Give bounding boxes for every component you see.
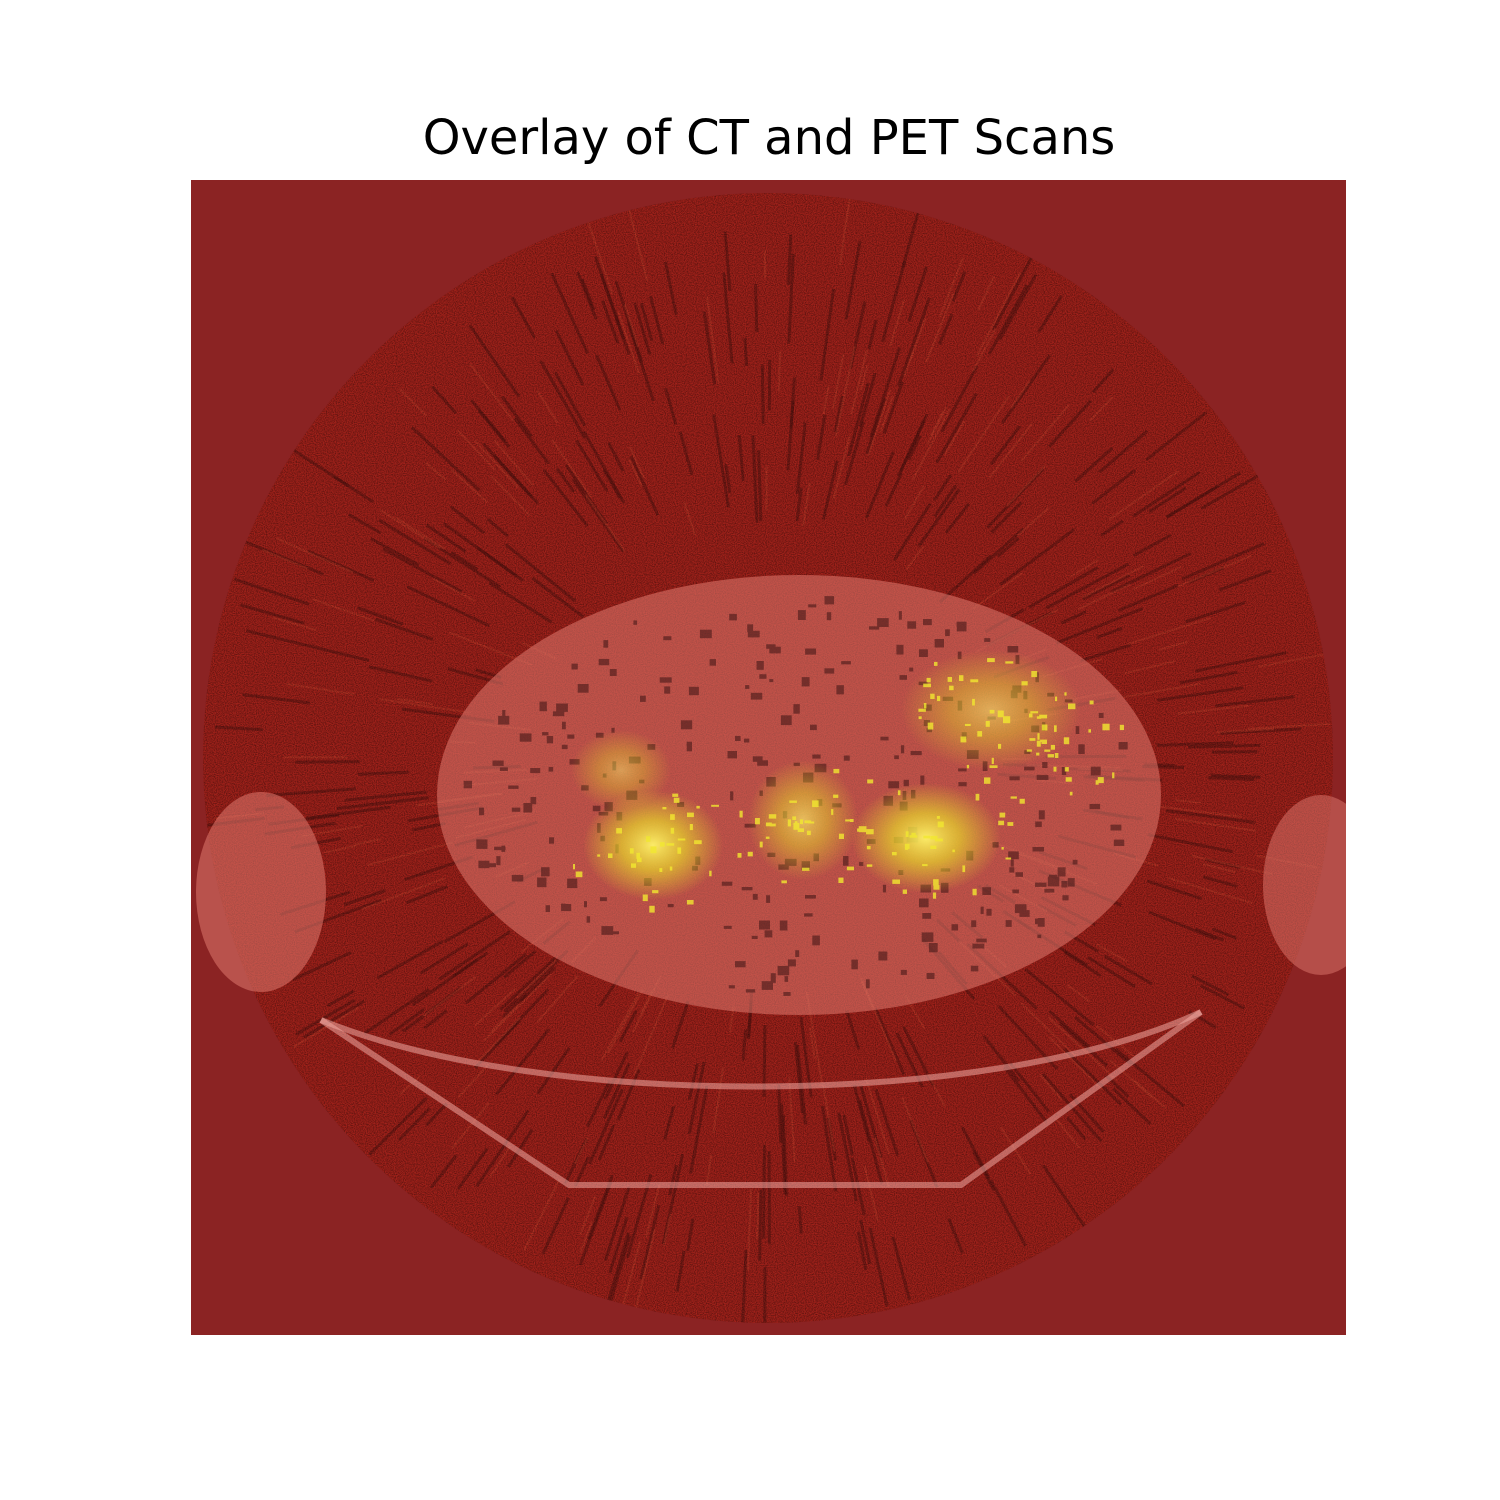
pet-uptake [571,650,1124,913]
scan-svg [191,180,1346,1335]
scanner-couch [319,1009,1203,1188]
figure-title: Overlay of CT and PET Scans [422,110,1116,166]
left-arm [196,792,326,992]
right-arm [1263,795,1346,975]
ct-pet-overlay-image [191,180,1346,1335]
